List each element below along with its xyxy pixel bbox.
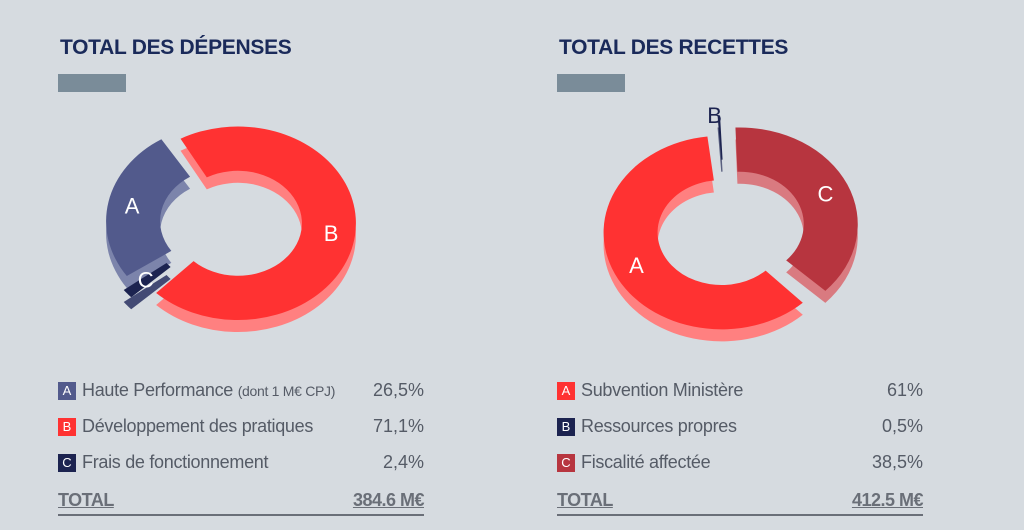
slice-side-b: [717, 127, 723, 172]
slice-top-a: [603, 136, 803, 330]
slice-label-b: B: [324, 221, 339, 246]
slice-label-a: A: [629, 253, 644, 278]
expenses-title-bar: [58, 74, 126, 92]
slice-top-b: [156, 126, 356, 321]
expenses-title: TOTAL DES DÉPENSES: [60, 36, 292, 59]
expenses-total-value: 384.6 M€: [352, 490, 425, 510]
revenues-title: TOTAL DES RECETTES: [559, 36, 789, 59]
slice-c: [735, 127, 858, 303]
slice-label-a: A: [125, 194, 140, 219]
legend-swatch-a: A: [557, 382, 575, 400]
legend-swatch-b: B: [557, 418, 575, 436]
legend-label-a: Subvention Ministère: [581, 380, 744, 400]
revenues-donut-chart: A B C: [603, 103, 858, 342]
slice-a: [603, 136, 803, 342]
slice-top-c: [123, 263, 171, 298]
revenues-total-value: 412.5 M€: [851, 490, 924, 510]
legend-row-b: B Développement des pratiques 71,1%: [58, 416, 424, 442]
legend-swatch-c: C: [557, 454, 575, 472]
revenues-total-label: TOTAL: [557, 490, 613, 510]
slice-side-c: [123, 275, 171, 310]
legend-label-b: Ressources propres: [581, 416, 737, 436]
legend-label-b: Développement des pratiques: [82, 416, 314, 436]
revenues-title-bar: [557, 74, 625, 92]
legend-value-a: 61%: [886, 380, 923, 400]
legend-row-a: A Haute Performance (dont 1 M€ CPJ) 26,5…: [58, 380, 424, 406]
legend-row-b: B Ressources propres 0,5%: [557, 416, 923, 442]
legend-row-c: C Fiscalité affectée 38,5%: [557, 452, 923, 478]
slice-top-b: [717, 115, 723, 160]
slice-b: [156, 126, 356, 333]
legend-label-c: Fiscalité affectée: [581, 452, 711, 472]
legend-swatch-c: C: [58, 454, 76, 472]
legend-sublabel-a: (dont 1 M€ CPJ): [237, 383, 336, 399]
revenues-total-row: TOTAL 412.5 M€: [557, 490, 924, 516]
legend-value-a: 26,5%: [372, 380, 424, 400]
slice-b: [717, 115, 723, 172]
legend-value-c: 38,5%: [871, 452, 923, 472]
expenses-total-label: TOTAL: [58, 490, 114, 510]
legend-row-a: A Subvention Ministère 61%: [557, 380, 923, 406]
slice-label-c: C: [817, 182, 833, 207]
legend-row-c: C Frais de fonctionnement 2,4%: [58, 452, 424, 478]
legend-value-b: 71,1%: [372, 416, 424, 436]
expenses-total-row: TOTAL 384.6 M€: [58, 490, 425, 516]
legend-label-text-a: Haute Performance: [82, 380, 233, 400]
slice-top-a: [106, 139, 191, 276]
slice-c: [123, 263, 171, 310]
slice-top-c: [735, 127, 858, 291]
legend-swatch-b: B: [58, 418, 76, 436]
legend-swatch-a: A: [58, 382, 76, 400]
legend-value-c: 2,4%: [382, 452, 424, 472]
slice-label-b: B: [707, 103, 722, 128]
legend-label-a: Haute Performance (dont 1 M€ CPJ): [82, 380, 335, 401]
expenses-donut-chart: A B C: [106, 126, 356, 333]
legend-value-b: 0,5%: [881, 416, 923, 436]
slice-a: [106, 139, 191, 288]
legend-label-c: Frais de fonctionnement: [82, 452, 269, 472]
slice-label-c: C: [138, 267, 154, 292]
